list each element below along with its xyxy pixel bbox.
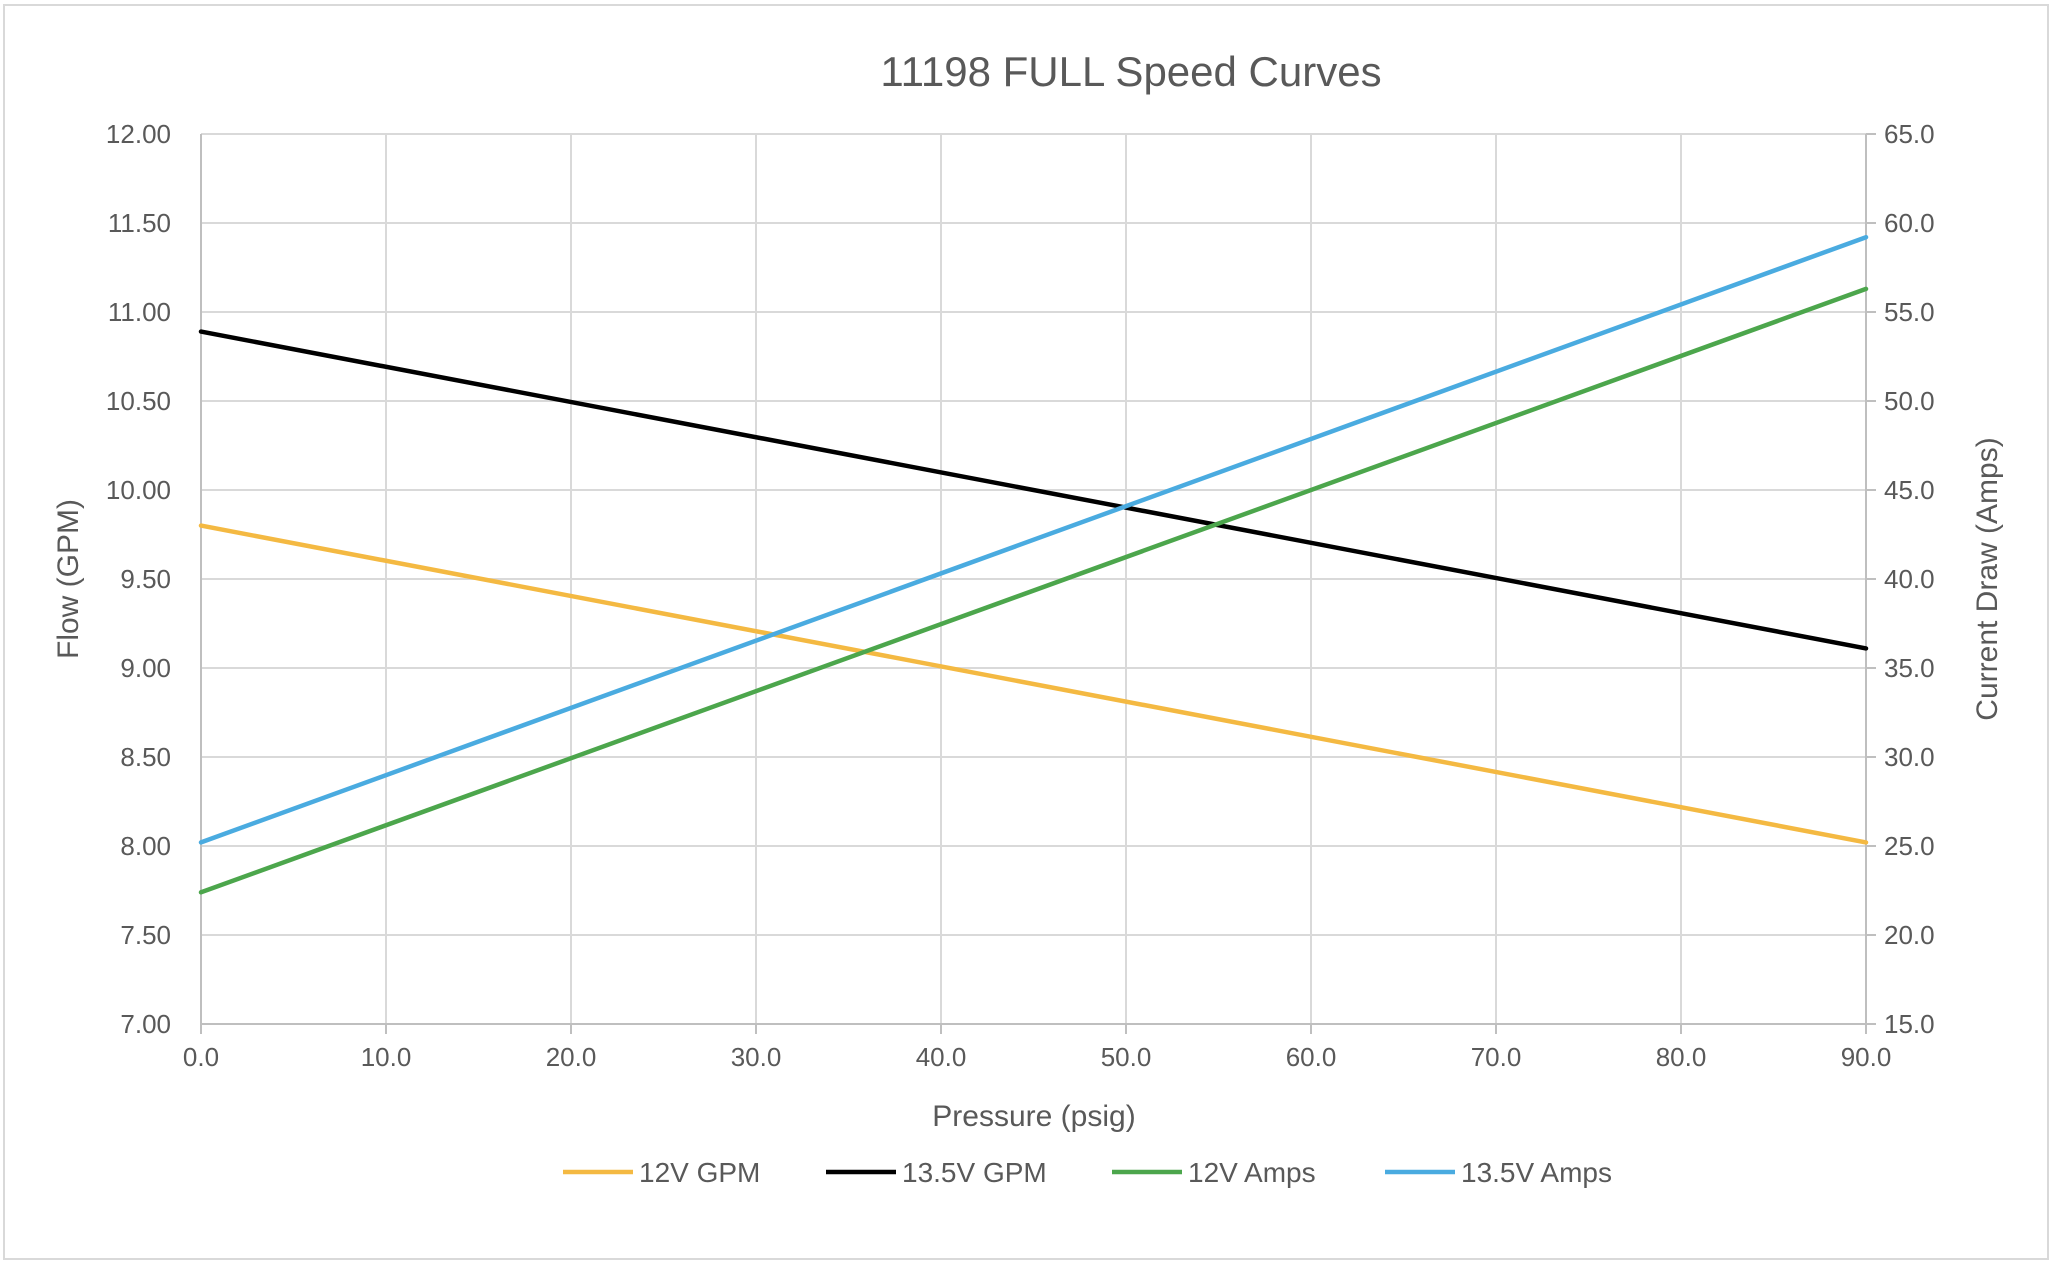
y-right-tick-label: 45.0 [1884, 475, 1935, 505]
y-right-tick-label: 40.0 [1884, 564, 1935, 594]
chart-frame [3, 4, 2049, 1260]
y-left-tick-label: 10.00 [106, 475, 171, 505]
y-axis-right-title: Current Draw (Amps) [1971, 437, 2004, 720]
y-left-tick-label: 9.00 [120, 653, 171, 683]
series-line-12v-amps [198, 286, 1869, 895]
x-tick-label: 20.0 [546, 1042, 597, 1072]
y-right-tick-label: 20.0 [1884, 920, 1935, 950]
legend: 12V GPM 13.5V GPM 12V Amps 13.5V Amps [563, 1157, 1612, 1188]
series-lines [198, 234, 1869, 895]
x-tick-label: 60.0 [1286, 1042, 1337, 1072]
y-right-tick-label: 50.0 [1884, 386, 1935, 416]
legend-label: 13.5V GPM [902, 1157, 1047, 1188]
x-tick-label: 0.0 [183, 1042, 219, 1072]
y-left-tick-label: 8.50 [120, 742, 171, 772]
y-left-tick-label: 10.50 [106, 386, 171, 416]
x-tick-label: 80.0 [1656, 1042, 1707, 1072]
series-line-13-5v-gpm [198, 329, 1869, 651]
axes: 7.00 7.50 8.00 8.50 9.00 9.50 10.00 10.50 11.00 1… [106, 119, 1935, 1072]
y-left-tick-label: 12.00 [106, 119, 171, 149]
y-right-tick-label: 35.0 [1884, 653, 1935, 683]
y-left-tick-label: 11.50 [108, 208, 171, 238]
x-tick-label: 90.0 [1841, 1042, 1892, 1072]
y-right-tick-label: 60.0 [1884, 208, 1935, 238]
legend-label: 12V Amps [1188, 1157, 1316, 1188]
x-tick-label: 30.0 [731, 1042, 782, 1072]
x-tick-label: 70.0 [1471, 1042, 1522, 1072]
x-tick-label: 10.0 [361, 1042, 412, 1072]
y-right-tick-label: 25.0 [1884, 831, 1935, 861]
legend-label: 13.5V Amps [1461, 1157, 1612, 1188]
y-right-tick-label: 55.0 [1884, 297, 1935, 327]
x-axis-title: Pressure (psig) [932, 1100, 1135, 1133]
y-right-tick-label: 30.0 [1884, 742, 1935, 772]
x-tick-label: 40.0 [916, 1042, 967, 1072]
y-right-tick-label: 65.0 [1884, 119, 1935, 149]
y-left-tick-label: 8.00 [120, 831, 171, 861]
y-left-tick-label: 11.00 [108, 297, 171, 327]
legend-label: 12V GPM [639, 1157, 760, 1188]
y-left-tick-label: 7.00 [120, 1009, 171, 1039]
y-axis-left-title: Flow (GPM) [52, 499, 85, 659]
y-left-tick-label: 7.50 [120, 920, 171, 950]
legend-item-12v-amps: 12V Amps [1112, 1157, 1316, 1188]
legend-item-12v-gpm: 12V GPM [563, 1157, 760, 1188]
legend-item-13-5v-gpm: 13.5V GPM [826, 1157, 1047, 1188]
series-line-13-5v-amps [198, 234, 1869, 845]
x-tick-label: 50.0 [1101, 1042, 1152, 1072]
y-right-tick-label: 15.0 [1884, 1009, 1935, 1039]
y-left-tick-label: 9.50 [120, 564, 171, 594]
legend-item-13-5v-amps: 13.5V Amps [1385, 1157, 1612, 1188]
chart-title: 11198 FULL Speed Curves [880, 48, 1381, 95]
grid [200, 133, 1867, 1025]
series-line-12v-gpm [198, 523, 1869, 845]
